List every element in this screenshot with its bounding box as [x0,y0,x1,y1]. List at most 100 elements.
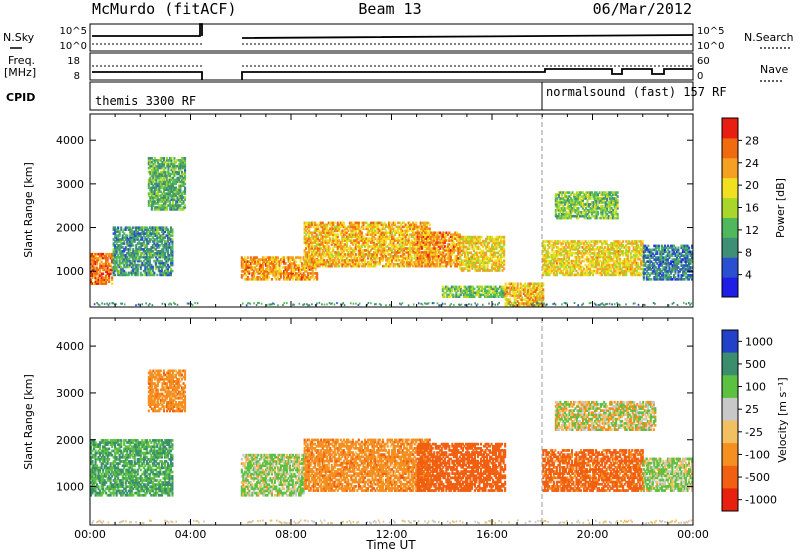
echo-cell [147,204,150,207]
echo-cell [121,253,124,257]
echo-cell [406,233,409,236]
echo-cell [462,269,465,272]
echo-cell [360,225,363,229]
echo-cell [445,247,448,250]
echo-cell [383,255,386,258]
echo-cell [566,242,569,245]
echo-cell [486,261,489,264]
echo-cell [458,233,461,236]
echo-cell [425,245,428,248]
echo-cell [599,253,602,257]
echo-cell [406,239,409,242]
echo-cell [484,289,487,293]
echo-cell [415,223,418,227]
echo-cell [308,231,311,235]
echo-cell [171,259,174,263]
echo-cell [132,248,135,251]
echo-cell [339,257,342,260]
echo-cell [519,294,522,297]
echo-cell [305,264,308,268]
echo-cell [150,182,153,186]
echo-cell [109,252,112,256]
echo-cell [500,245,503,249]
echo-cell [433,237,436,240]
echo-cell [442,249,445,252]
echo-cell [320,233,323,236]
echo-cell [260,278,263,281]
echo-cell [347,262,350,266]
echo-cell [156,166,159,170]
echo-cell [144,273,147,277]
echo-cell [567,271,570,275]
echo-cell [445,262,448,266]
echo-cell [283,260,286,263]
echo-cell [494,255,497,259]
echo-cell [595,257,598,261]
echo-cell [375,223,378,227]
echo-cell [158,180,161,184]
echo-cell [357,241,360,244]
echo-cell [564,265,567,269]
echo-cell [448,249,451,252]
echo-cell [179,176,182,180]
echo-cell [494,247,497,251]
echo-cell [489,239,492,243]
echo-cell [371,225,374,229]
echo-cell [356,259,359,262]
echo-cell [148,252,151,255]
echo-cell [507,292,510,295]
echo-cell [397,259,400,262]
echo-cell [457,241,460,244]
echo-cell [371,259,374,262]
echo-cell [477,265,480,268]
echo-cell [596,269,599,273]
echo-cell [158,206,161,209]
echo-cell [494,251,497,255]
echo-cell [168,190,171,193]
echo-cell [497,291,500,295]
echo-cell [142,250,145,253]
echo-cell [421,251,424,254]
echo-cell [129,248,132,251]
echo-cell [118,263,121,267]
echo-cell [428,235,431,238]
echo-cell [267,258,270,261]
echo-cell [595,263,598,267]
echo-cell [608,269,611,273]
echo-cell [362,257,365,260]
echo-cell [141,244,144,247]
echo-cell [135,273,138,277]
echo-cell [303,259,306,262]
echo-cell [388,223,391,227]
echo-cell [497,295,500,298]
echo-cell [249,258,252,261]
echo-cell [145,259,148,263]
echo-cell [112,244,115,247]
echo-cell [308,227,311,231]
echo-cell [566,267,569,271]
echo-cell [336,255,339,258]
echo-cell [309,241,312,244]
echo-cell [421,260,424,264]
echo-cell [504,298,507,301]
echo-cell [157,267,160,271]
echo-cell [105,270,108,274]
echo-cell [138,232,141,235]
echo-cell [524,284,527,288]
echo-cell [303,237,306,240]
echo-cell [418,259,421,262]
echo-cell [305,257,308,260]
echo-cell [347,259,350,262]
echo-cell [181,160,184,164]
echo-cell [478,267,481,270]
echo-cell [454,237,457,240]
echo-cell [443,239,446,242]
echo-cell [369,260,372,264]
echo-cell [341,264,344,268]
echo-cell [460,237,463,241]
echo-cell [528,282,531,286]
echo-cell [369,221,372,225]
echo-cell [318,264,321,268]
echo-cell [168,159,171,162]
echo-cell [154,265,157,269]
